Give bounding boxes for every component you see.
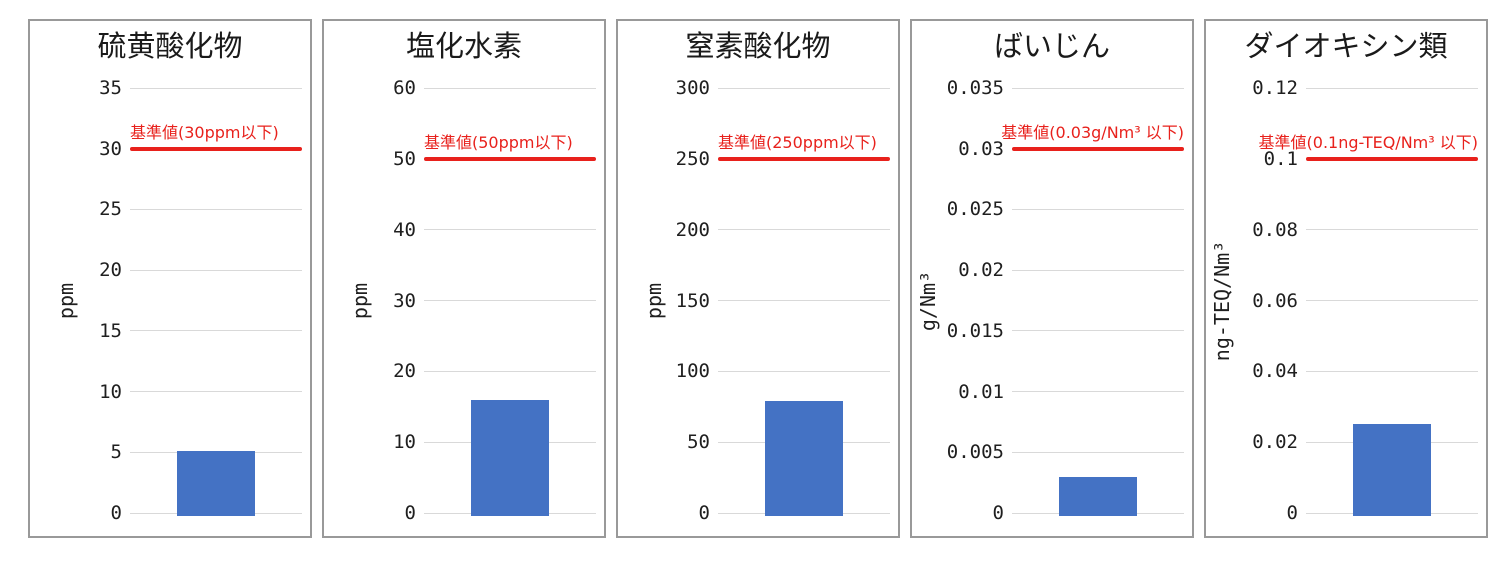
gridline — [424, 300, 596, 301]
y-tick-label: 0.02 — [1252, 431, 1298, 454]
y-tick-label: 0 — [992, 502, 1004, 524]
y-tick-label: 50 — [687, 431, 710, 454]
chart-title: 硫黄酸化物 — [97, 29, 243, 63]
gridline — [130, 87, 302, 89]
gridline — [718, 300, 890, 301]
limit-line — [1012, 146, 1184, 151]
y-tick-label: 0 — [698, 502, 710, 524]
chart-title: 塩化水素 — [405, 29, 522, 63]
y-tick-label: 50 — [393, 147, 416, 170]
y-tick-label: 0 — [1286, 502, 1298, 524]
y-tick-label: 20 — [99, 259, 122, 282]
y-tick-label: 40 — [393, 218, 416, 241]
limit-label: 基準値(0.03g/Nm³ 以下) — [1001, 122, 1184, 142]
chart-title: ダイオキシン類 — [1244, 29, 1448, 63]
gridline — [1306, 229, 1478, 231]
gridline — [1012, 391, 1184, 393]
limit-label: 基準値(50ppm以下) — [424, 132, 573, 152]
gridline — [1012, 87, 1184, 89]
limit-line — [718, 156, 890, 161]
y-tick-label: 150 — [675, 289, 710, 312]
chart-panel-hydrogen-chloride: 塩化水素 0 10 20 30 40 50 60 ppm 基準値(50ppm以下) — [322, 19, 606, 538]
limit-label: 基準値(250ppm以下) — [718, 132, 877, 152]
y-tick-label: 10 — [393, 431, 416, 454]
y-tick-label: 0.02 — [958, 259, 1004, 282]
y-tick-label: 0.01 — [958, 380, 1004, 403]
y-tick-label: 0.08 — [1252, 218, 1298, 241]
y-axis-unit-label: ppm — [54, 282, 78, 319]
gridline — [718, 229, 890, 231]
y-tick-label: 25 — [99, 198, 122, 221]
gridline — [1012, 451, 1184, 453]
y-tick-label: 35 — [99, 77, 122, 99]
charts-row: 硫黄酸化物 0 5 10 15 20 25 30 35 ppm 基準値(30ppm以下) 塩化水素 0 1… — [28, 19, 1488, 538]
gridline — [130, 269, 302, 271]
value-bar — [1353, 424, 1431, 516]
limit-line — [1306, 156, 1478, 161]
gridline — [1012, 208, 1184, 210]
y-tick-label: 0.03 — [958, 137, 1004, 160]
gridline — [718, 370, 890, 372]
gridline — [1306, 370, 1478, 372]
chart-panel-dust: ばいじん 0 0.005 0.01 0.015 0.02 0.025 0.03 0.035 g/N… — [910, 19, 1194, 538]
gridline — [130, 208, 302, 210]
y-tick-label: 0.005 — [946, 441, 1004, 464]
value-bar — [765, 401, 843, 516]
gridline — [424, 87, 596, 89]
limit-label: 基準値(30ppm以下) — [130, 122, 279, 142]
value-bar — [471, 399, 549, 516]
chart-panel-sulfur-oxides: 硫黄酸化物 0 5 10 15 20 25 30 35 ppm 基準値(30ppm以下) — [28, 19, 312, 538]
y-tick-label: 250 — [675, 147, 710, 170]
chart-title: 窒素酸化物 — [685, 29, 831, 63]
y-tick-label: 0.12 — [1252, 77, 1298, 99]
limit-line — [424, 156, 596, 161]
y-tick-label: 300 — [675, 77, 710, 99]
gridline — [1306, 300, 1478, 301]
chart-panel-nitrogen-oxides: 窒素酸化物 0 50 100 150 200 250 300 ppm 基準値(250ppm以下) — [616, 19, 900, 538]
y-axis-unit-label: ppm — [642, 282, 666, 319]
y-tick-label: 100 — [675, 360, 710, 383]
y-tick-label: 15 — [99, 319, 122, 342]
y-tick-label: 0.04 — [1252, 360, 1298, 383]
y-tick-label: 5 — [110, 441, 122, 464]
y-axis-unit-label: ng-TEQ/Nm³ — [1210, 240, 1234, 361]
y-axis-unit-label: g/Nm³ — [916, 270, 940, 331]
chart-panel-dioxins: ダイオキシン類 0 0.02 0.04 0.06 0.08 0.1 0.12 ng-TEQ/Nm… — [1204, 19, 1488, 538]
gridline — [718, 87, 890, 89]
y-tick-label: 20 — [393, 360, 416, 383]
gridline — [424, 229, 596, 231]
value-bar — [177, 451, 255, 516]
value-bar — [1059, 476, 1137, 516]
y-tick-label: 60 — [393, 77, 416, 99]
limit-label: 基準値(0.1ng-TEQ/Nm³ 以下) — [1258, 132, 1478, 152]
y-tick-label: 10 — [99, 380, 122, 403]
y-tick-label: 0 — [110, 502, 122, 524]
gridline — [1306, 87, 1478, 89]
gridline — [1012, 269, 1184, 271]
y-tick-label: 30 — [99, 137, 122, 160]
chart-title: ばいじん — [993, 29, 1110, 63]
gridline — [130, 391, 302, 393]
y-tick-label: 0.015 — [946, 319, 1004, 342]
gridline — [130, 330, 302, 332]
emissions-dashboard: 硫黄酸化物 0 5 10 15 20 25 30 35 ppm 基準値(30ppm以下) 塩化水素 0 1… — [28, 19, 1488, 538]
y-tick-label: 200 — [675, 218, 710, 241]
y-tick-label: 0.1 — [1263, 147, 1298, 170]
y-tick-label: 0.035 — [946, 77, 1004, 99]
gridline — [1012, 330, 1184, 332]
y-tick-label: 0 — [404, 502, 416, 524]
limit-line — [130, 146, 302, 151]
y-tick-label: 30 — [393, 289, 416, 312]
y-axis-unit-label: ppm — [348, 282, 372, 319]
gridline — [424, 370, 596, 372]
y-tick-label: 0.025 — [946, 198, 1004, 221]
y-tick-label: 0.06 — [1252, 289, 1298, 312]
